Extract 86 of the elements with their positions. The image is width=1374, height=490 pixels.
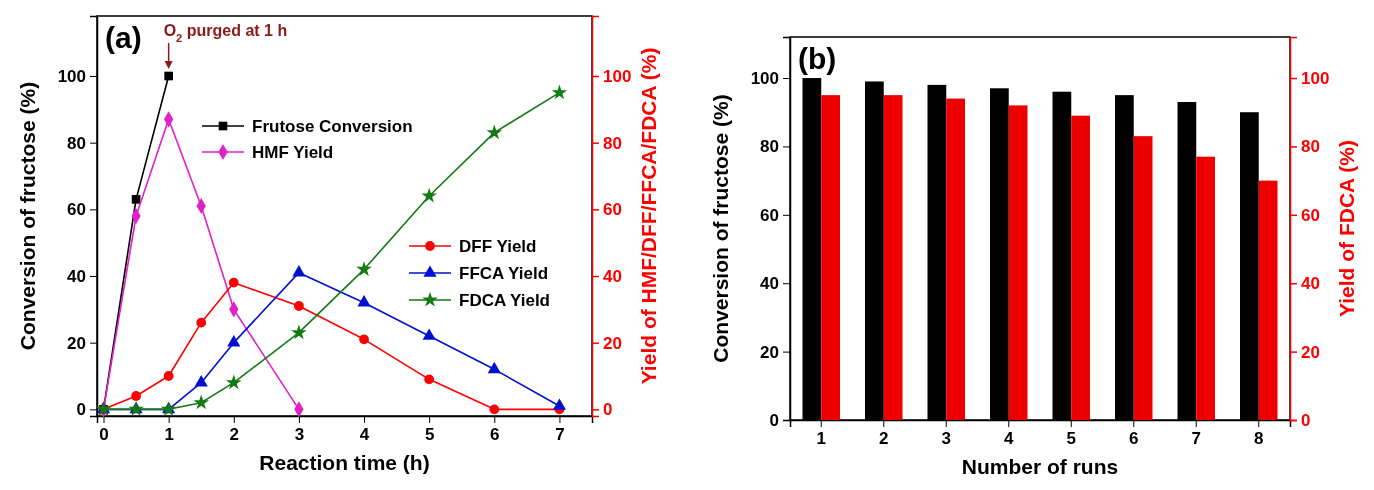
annotation: O$_{2}$ purged at 1 h: [163, 22, 288, 44]
x-axis-title: Number of runs: [961, 455, 1119, 478]
y2-tick-label: 60: [1301, 205, 1320, 225]
x-tick-label: 5: [1066, 429, 1076, 449]
point: [424, 374, 435, 385]
y-tick-label: 100: [750, 68, 779, 88]
x-tick-label: 4: [359, 425, 370, 445]
x-tick-label: 7: [555, 425, 565, 445]
y-tick-label: 20: [67, 333, 86, 353]
point: [291, 324, 307, 340]
x-tick-label: 3: [941, 429, 951, 449]
x-tick-label: 0: [99, 425, 109, 445]
legend-label: FFCA Yield: [459, 264, 549, 283]
point: [163, 371, 174, 381]
point: [228, 277, 239, 288]
chart-title: (a): [105, 21, 142, 54]
y-tick-label: 80: [760, 137, 779, 157]
bar: [1196, 156, 1215, 420]
point: [552, 398, 567, 410]
bar: [821, 95, 840, 420]
legend-label: Frutose Conversion: [252, 117, 413, 136]
y-tick-label: 60: [67, 200, 86, 220]
point: [196, 317, 207, 328]
bar: [1133, 136, 1153, 420]
point: [193, 394, 209, 410]
point: [131, 195, 141, 204]
x-tick-label: 8: [1254, 429, 1264, 449]
point: [356, 261, 372, 276]
x-tick-label: 6: [1129, 429, 1139, 449]
x-tick-label: 2: [879, 429, 889, 449]
y2-tick-label: 20: [603, 333, 622, 353]
y-axis-title: Conversion of fructose (%): [709, 94, 732, 363]
y2-tick-label: 100: [603, 66, 632, 86]
point: [487, 361, 501, 374]
x-tick-label: 1: [816, 429, 826, 449]
y-tick-label: 100: [57, 66, 86, 86]
chart-title: (b): [798, 42, 837, 75]
point: [227, 335, 241, 347]
y2-tick-label: 40: [603, 266, 622, 286]
x-tick-label: 7: [1191, 429, 1201, 449]
y2-tick-label: 20: [1301, 342, 1320, 362]
y2-tick-label: 40: [1301, 274, 1320, 294]
point: [357, 295, 371, 307]
point: [422, 328, 436, 340]
x-tick-label: 1: [164, 425, 174, 445]
bar: [946, 98, 965, 420]
y2-tick-label: 60: [603, 200, 622, 220]
y-tick-label: 0: [76, 400, 86, 420]
y2-tick-label: 80: [603, 133, 622, 153]
legend-label: HMF Yield: [252, 143, 334, 162]
x-tick-label: 2: [229, 425, 240, 445]
point: [551, 84, 568, 100]
bar: [1258, 180, 1278, 420]
point: [194, 375, 208, 387]
legend-label: FDCA Yield: [459, 291, 550, 310]
point: [226, 374, 242, 390]
point: [421, 187, 437, 203]
bar: [1008, 105, 1028, 420]
y-tick-label: 80: [67, 133, 86, 153]
y-tick-label: 20: [760, 342, 779, 362]
point: [131, 391, 141, 401]
y2-tick-label: 100: [1301, 68, 1330, 88]
bar: [883, 95, 903, 420]
y-tick-label: 0: [769, 410, 779, 430]
x-tick-label: 4: [1004, 429, 1015, 449]
bar: [1071, 115, 1090, 420]
point: [359, 334, 369, 345]
x-tick-label: 5: [424, 425, 435, 445]
x-tick-label: 6: [490, 425, 500, 445]
y2-tick-label: 0: [603, 400, 613, 420]
y2-axis-title: Yield of HMF/DFF/FFCA/FDCA (%): [637, 47, 660, 385]
y-tick-label: 40: [67, 266, 86, 286]
x-tick-label: 3: [294, 425, 305, 445]
point: [292, 265, 306, 277]
point: [294, 301, 304, 311]
y-axis-title: Conversion of fructose (%): [16, 81, 39, 351]
legend-label: DFF Yield: [459, 237, 537, 256]
y2-tick-label: 80: [1301, 137, 1320, 157]
point: [164, 71, 173, 81]
y-tick-label: 40: [760, 274, 779, 294]
point: [486, 124, 503, 140]
y-tick-label: 60: [760, 205, 779, 225]
y2-tick-label: 0: [1301, 410, 1311, 430]
y2-axis-title: Yield of FDCA (%): [1335, 140, 1358, 317]
point: [489, 404, 500, 415]
x-axis-title: Reaction time (h): [259, 451, 430, 474]
